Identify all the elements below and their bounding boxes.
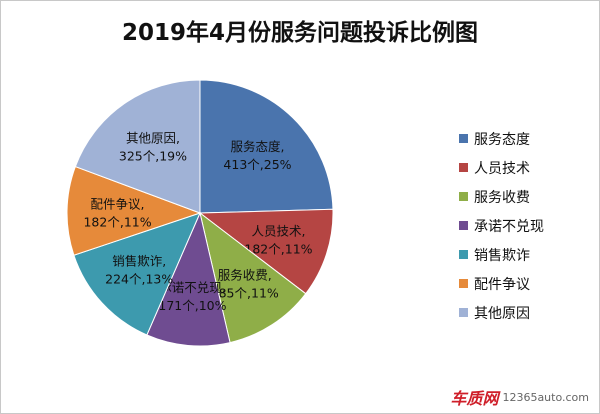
legend-swatch <box>459 192 468 201</box>
legend-swatch <box>459 308 468 317</box>
legend-item-sales-fraud: 销售欺诈 <box>459 240 544 269</box>
watermark-url: 12365auto.com <box>502 390 589 404</box>
chart-title: 2019年4月份服务问题投诉比例图 <box>121 20 479 46</box>
pie-slice-service-attitude <box>199 79 334 214</box>
data-label-service-fee-value: 185个,11% <box>211 285 279 300</box>
data-label-other-reasons-name: 其他原因, <box>126 130 180 145</box>
legend-label: 人员技术 <box>474 160 530 177</box>
legend-label: 销售欺诈 <box>474 247 530 264</box>
legend-item-parts-dispute: 配件争议 <box>459 269 544 298</box>
data-label-service-fee-name: 服务收费, <box>218 267 272 282</box>
data-label-other-reasons-value: 325个,19% <box>119 148 187 163</box>
legend-item-other-reasons: 其他原因 <box>459 298 544 327</box>
chart-legend: 服务态度人员技术服务收费承诺不兑现销售欺诈配件争议其他原因 <box>459 124 544 327</box>
legend-swatch <box>459 221 468 230</box>
legend-item-staff-skill: 人员技术 <box>459 153 544 182</box>
pie-slice-sales-fraud <box>73 212 201 336</box>
legend-label: 服务收费 <box>474 189 530 206</box>
legend-item-broken-promise: 承诺不兑现 <box>459 211 544 240</box>
pie-slice-parts-dispute <box>66 165 202 256</box>
legend-swatch <box>459 250 468 259</box>
data-label-parts-dispute-name: 配件争议, <box>91 197 145 212</box>
data-label-sales-fraud-value: 224个,13% <box>105 272 173 287</box>
legend-item-service-fee: 服务收费 <box>459 182 544 211</box>
legend-label: 承诺不兑现 <box>474 218 544 235</box>
watermark-logo: 车质网 <box>450 389 499 408</box>
pie-slice-broken-promise <box>146 211 231 347</box>
pie-slice-staff-skill <box>198 208 334 295</box>
legend-label: 配件争议 <box>474 276 530 293</box>
pie-slice-service-fee <box>199 211 307 344</box>
data-label-sales-fraud-name: 销售欺诈, <box>112 254 166 269</box>
legend-swatch <box>459 163 468 172</box>
legend-item-service-attitude: 服务态度 <box>459 124 544 153</box>
watermark: 车质网 12365auto.com <box>450 385 589 409</box>
data-label-service-attitude-name: 服务态度, <box>230 139 284 154</box>
data-label-broken-promise-value: 171个,10% <box>158 298 226 313</box>
pie-slice-other-reasons <box>74 79 201 214</box>
legend-swatch <box>459 134 468 143</box>
legend-label: 服务态度 <box>474 131 530 148</box>
legend-swatch <box>459 279 468 288</box>
data-label-staff-skill-value: 182个,11% <box>244 241 312 256</box>
data-label-service-attitude-value: 413个,25% <box>223 157 291 172</box>
legend-label: 其他原因 <box>474 305 530 322</box>
data-label-broken-promise-name: 承诺不兑现, <box>159 280 225 295</box>
data-label-staff-skill-name: 人员技术, <box>251 223 305 238</box>
data-label-parts-dispute-value: 182个,11% <box>83 215 151 230</box>
